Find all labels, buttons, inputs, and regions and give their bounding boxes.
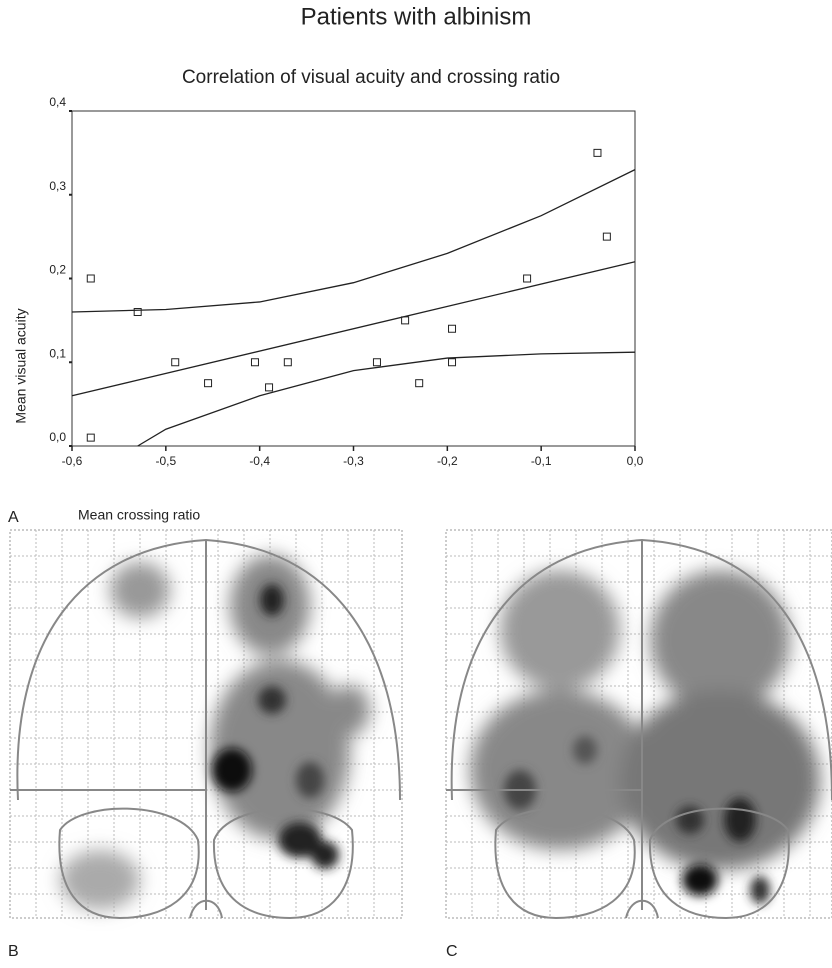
- plot-frame: [71, 110, 636, 447]
- data-point: [401, 316, 410, 325]
- brain-image: [9, 529, 403, 920]
- fit-line: [71, 169, 636, 313]
- y-tick-label: 0,4: [49, 95, 66, 109]
- data-point: [448, 324, 457, 333]
- data-point: [523, 274, 532, 283]
- data-point: [204, 379, 213, 388]
- x-tick-label: -0,3: [343, 454, 364, 468]
- data-point: [448, 358, 457, 367]
- x-tick-label: -0,6: [62, 454, 83, 468]
- panel-label: C: [446, 943, 458, 960]
- y-axis-label: Mean visual acuity: [13, 308, 29, 423]
- data-point: [372, 358, 381, 367]
- y-tick-label: 0,0: [49, 430, 66, 444]
- figure-title: Patients with albinism: [301, 3, 532, 30]
- plot-area: 0,0 0,1 0,2 0,3 0,4 -0,6 -0,5 -0,4 -0,3 -0,2 -0,1 0…: [49, 95, 643, 468]
- data-point: [133, 308, 142, 316]
- data-point: [602, 232, 611, 241]
- y-tick-label: 0,3: [49, 179, 66, 193]
- data-point: [415, 379, 424, 388]
- data-point: [250, 358, 259, 367]
- y-tick-label: 0,1: [49, 346, 66, 360]
- data-point: [265, 383, 274, 392]
- fit-line: [137, 351, 636, 447]
- x-tick-label: 0,0: [627, 454, 644, 468]
- chart-subtitle: Correlation of visual acuity and crossin…: [182, 67, 560, 88]
- x-tick-label: -0,2: [437, 454, 458, 468]
- data-point: [283, 358, 292, 367]
- data-point: [86, 274, 95, 283]
- data-point: [171, 358, 180, 367]
- panel-label: B: [8, 943, 19, 960]
- y-tick-label: 0,2: [49, 263, 66, 277]
- fit-line: [71, 261, 636, 397]
- x-tick-label: -0,1: [531, 454, 552, 468]
- panel-label: A: [8, 509, 19, 526]
- x-tick-label: -0,5: [155, 454, 176, 468]
- x-tick-label: -0,4: [249, 454, 270, 468]
- brain-image: [445, 529, 832, 920]
- data-point: [86, 433, 95, 442]
- data-point: [593, 148, 602, 157]
- x-axis-label: Mean crossing ratio: [78, 507, 200, 523]
